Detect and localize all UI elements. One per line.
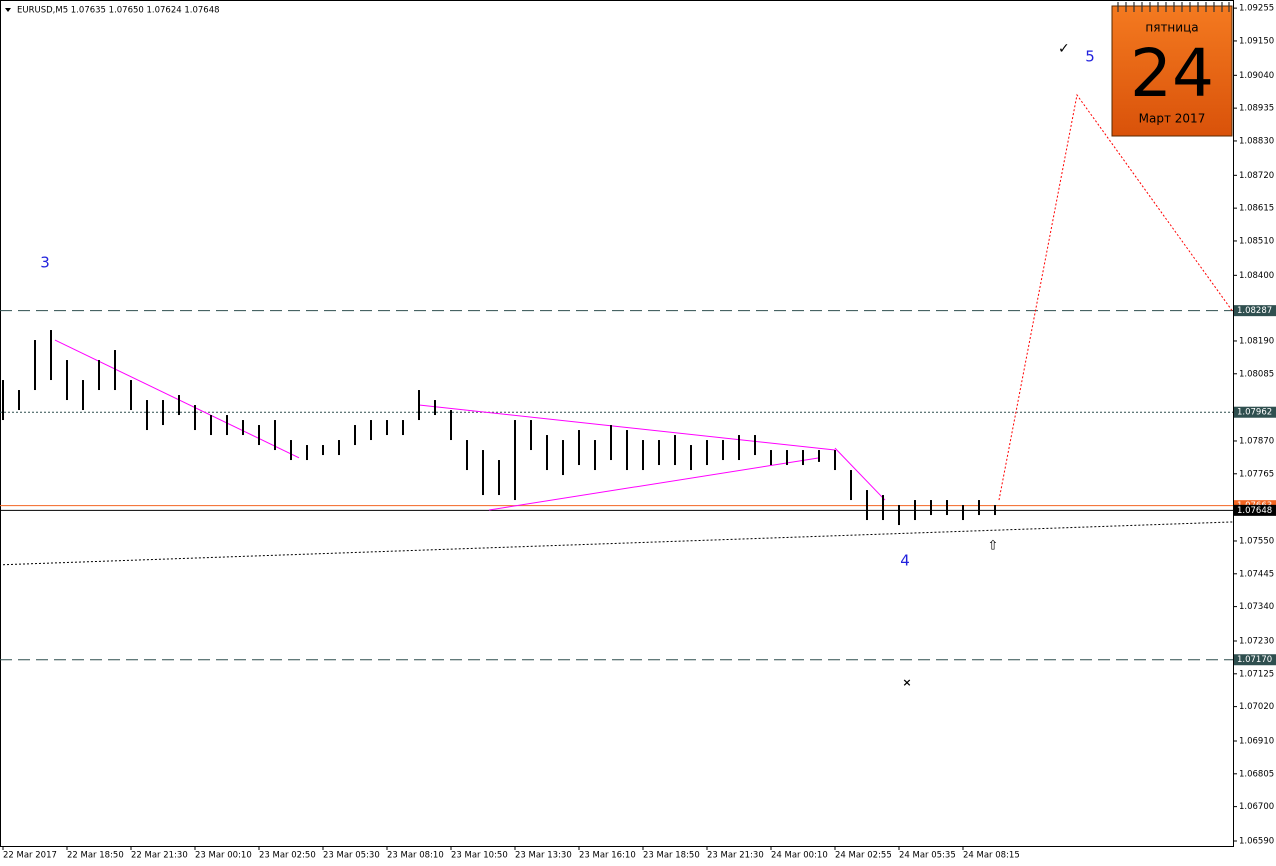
x-tick-label: 23 Mar 21:30 — [707, 851, 764, 861]
price-label-box — [1234, 406, 1276, 418]
price-label-box — [1234, 504, 1276, 516]
x-tick-label: 23 Mar 16:10 — [579, 851, 636, 861]
drawing-line — [998, 93, 1234, 501]
y-tick-label: 1.08190 — [1239, 336, 1274, 346]
header: EURUSD,M5 1.07635 1.07650 1.07624 1.0764… — [17, 6, 220, 16]
wave-label: 4 — [900, 552, 910, 570]
y-tick-label: 1.07445 — [1239, 569, 1274, 579]
price-label-box — [1234, 654, 1276, 666]
y-tick-label: 1.08085 — [1239, 369, 1274, 379]
x-tick-label: 23 Mar 18:50 — [643, 851, 700, 861]
x-tick-label: 23 Mar 05:30 — [323, 851, 380, 861]
y-tick-label: 1.07765 — [1239, 469, 1274, 479]
price-label: 1.07962 — [1237, 408, 1272, 418]
y-tick-label: 1.06910 — [1239, 736, 1274, 746]
x-tick-label: 24 Mar 02:55 — [835, 851, 892, 861]
cross-icon: × — [902, 676, 911, 689]
arrow-icon: ⇧ — [988, 539, 999, 554]
check-icon: ✓ — [1058, 41, 1070, 57]
y-tick-label: 1.08400 — [1239, 271, 1274, 281]
x-tick-label: 24 Mar 00:10 — [771, 851, 828, 861]
calendar-day: 24 — [1130, 35, 1214, 112]
price-label: 1.07648 — [1237, 506, 1272, 516]
x-tick-label: 22 Mar 18:50 — [67, 851, 124, 861]
y-tick-label: 1.06805 — [1239, 769, 1274, 779]
x-tick-label: 23 Mar 08:10 — [387, 851, 444, 861]
drawing-line — [834, 447, 886, 501]
x-tick-label: 24 Mar 05:35 — [899, 851, 956, 861]
y-tick-label: 1.07550 — [1239, 536, 1274, 546]
menu-arrow[interactable] — [5, 8, 11, 12]
y-tick-label: 1.09255 — [1239, 4, 1274, 14]
calendar-rings — [1117, 2, 1230, 12]
wave-label: 5 — [1085, 48, 1095, 66]
price-label: 1.07170 — [1237, 655, 1272, 665]
y-tick-label: 1.06700 — [1239, 802, 1274, 812]
y-tick-label: 1.08935 — [1239, 104, 1274, 114]
y-tick-label: 1.09040 — [1239, 71, 1274, 81]
x-tick-label: 23 Mar 02:50 — [259, 851, 316, 861]
y-tick-label: 1.08510 — [1239, 236, 1274, 246]
y-tick-label: 1.08615 — [1239, 204, 1274, 214]
price-label-box — [1234, 305, 1276, 317]
wave-label: 3 — [40, 254, 50, 272]
y-tick-label: 1.07230 — [1239, 636, 1274, 646]
calendar-widget: пятница 24 Март 2017 — [1111, 2, 1233, 137]
y-tick-label: 1.07870 — [1239, 436, 1274, 446]
x-tick-label: 23 Mar 00:10 — [195, 851, 252, 861]
x-tick-label: 23 Mar 13:30 — [515, 851, 572, 861]
drawing-line — [488, 457, 820, 511]
calendar-body — [1111, 5, 1233, 137]
drawing-line — [2, 521, 1234, 566]
y-tick-label: 1.07020 — [1239, 702, 1274, 712]
x-tick-label: 22 Mar 21:30 — [131, 851, 188, 861]
y-tick-label: 1.08720 — [1239, 171, 1274, 181]
y-tick-label: 1.07340 — [1239, 602, 1274, 612]
x-tick-label: 23 Mar 10:50 — [451, 851, 508, 861]
calendar-month: Март 2017 — [1139, 112, 1206, 126]
calendar-weekday: пятница — [1145, 21, 1198, 35]
drawing-line — [418, 404, 836, 451]
plot-frame — [0, 0, 1234, 847]
y-tick-label: 1.07125 — [1239, 669, 1274, 679]
y-tick-label: 1.09150 — [1239, 36, 1274, 46]
price-label: 1.08287 — [1237, 306, 1272, 316]
x-tick-label: 22 Mar 2017 — [3, 851, 57, 861]
y-tick-label: 1.08830 — [1239, 136, 1274, 146]
x-tick-label: 24 Mar 08:15 — [963, 851, 1020, 861]
y-tick-label: 1.06590 — [1239, 836, 1274, 846]
